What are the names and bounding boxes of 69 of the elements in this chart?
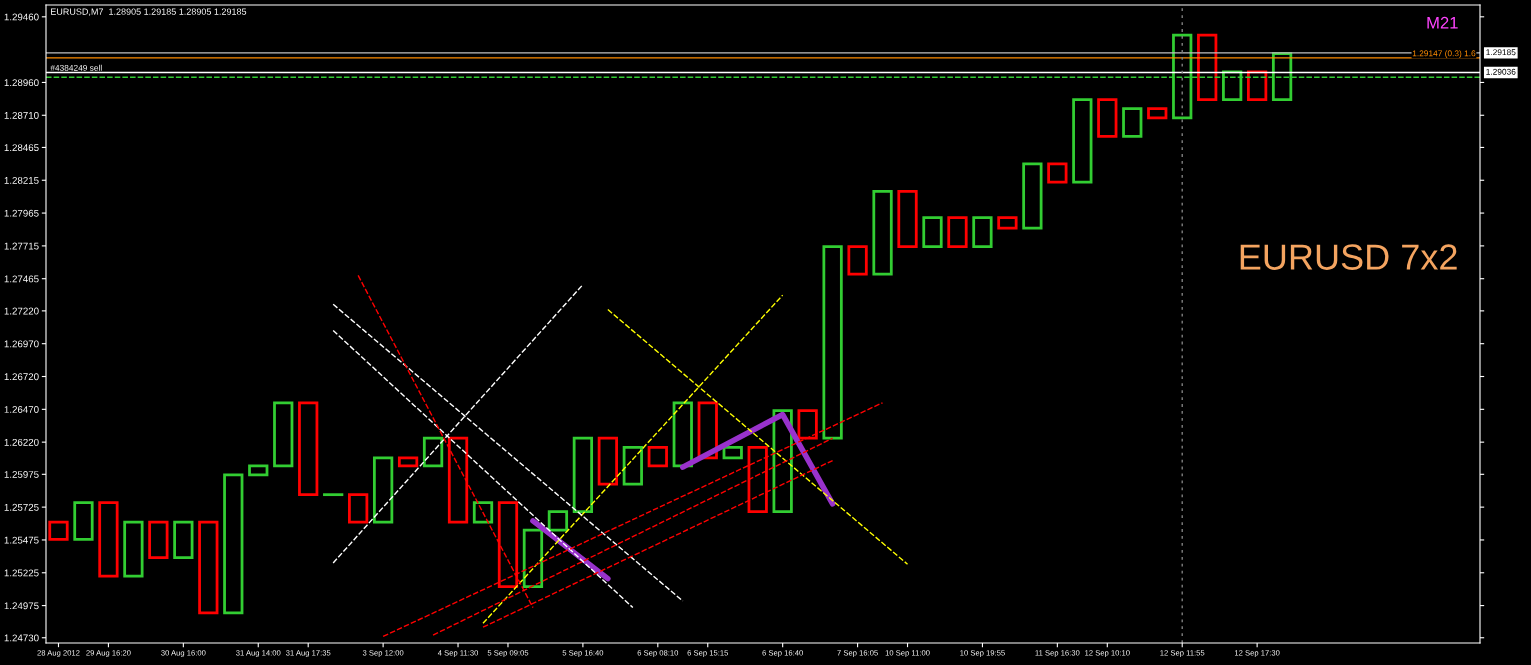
candlestick — [647, 446, 668, 468]
candlestick — [1247, 70, 1268, 101]
y-tick-label: 1.28960 — [4, 79, 39, 87]
candlestick — [1197, 33, 1218, 101]
candlestick — [847, 245, 868, 276]
candlestick — [98, 501, 119, 578]
candlestick — [1147, 107, 1168, 120]
candlestick — [397, 456, 419, 468]
candlestick — [722, 446, 743, 460]
candlestick — [422, 436, 444, 468]
candlestick — [972, 216, 993, 248]
ref-line-label: 1.29036 — [1486, 68, 1516, 75]
y-tick-label: 1.27220 — [4, 307, 39, 315]
y-tick-label: 1.25475 — [4, 536, 39, 544]
y-tick-label: 1.26470 — [4, 406, 39, 413]
ref-line-label: 1.29147 (0.3) 1.6 — [1412, 50, 1476, 58]
y-tick-label: 1.29460 — [4, 13, 39, 21]
candlestick — [797, 409, 818, 440]
y-tick-label: 1.24975 — [4, 602, 39, 610]
candlestick — [497, 501, 519, 588]
y-tick-label: 1.25725 — [4, 503, 39, 511]
candlestick — [872, 190, 893, 276]
annotation: #4384249 sell — [50, 64, 102, 71]
y-tick-label: 1.28465 — [4, 144, 39, 152]
candlestick — [1022, 162, 1043, 230]
y-tick-label: 1.28710 — [4, 112, 39, 119]
y-tick-label: 1.26720 — [4, 373, 39, 381]
candlestick — [223, 473, 244, 615]
candlestick — [173, 520, 194, 560]
candlestick — [997, 216, 1018, 230]
candlestick — [348, 493, 369, 524]
candlestick — [822, 245, 843, 440]
candlestick — [947, 216, 968, 248]
y-tick-label: 1.27465 — [4, 275, 39, 283]
y-tick-label: 1.27715 — [4, 242, 39, 250]
candlestick — [298, 401, 319, 497]
candlestick — [148, 520, 169, 560]
candlestick — [922, 216, 943, 248]
y-tick-label: 1.25975 — [4, 471, 39, 478]
candlestick — [1072, 98, 1093, 184]
y-tick-label: 1.27965 — [4, 209, 39, 217]
candlestick — [1122, 107, 1143, 138]
candlestick — [472, 501, 494, 524]
candlestick — [372, 456, 394, 524]
candlestick — [48, 520, 69, 541]
text: M21 — [1427, 16, 1458, 29]
candlestick — [622, 446, 643, 486]
candlestick — [323, 493, 344, 497]
candlestick — [123, 520, 144, 578]
y-tick-label: 1.28215 — [4, 176, 39, 184]
y-tick-label: 1.26970 — [4, 340, 39, 348]
candlestick — [522, 528, 544, 588]
candlestick — [547, 510, 569, 532]
candlestick — [447, 436, 469, 524]
chart-title: EURUSD,M7 1.28905 1.29185 1.28905 1.29185 — [51, 8, 247, 16]
candlestick — [273, 401, 294, 468]
candlestick — [198, 520, 219, 615]
annotation: EURUSD 7x2 — [1240, 244, 1457, 270]
ref-line-label: 1.29185 — [1486, 49, 1516, 56]
y-tick-label: 1.26220 — [4, 438, 39, 446]
candlestick — [1047, 162, 1068, 184]
candlestick — [248, 464, 269, 477]
candlestick — [597, 436, 618, 486]
candlestick — [572, 436, 594, 514]
candlestick — [897, 190, 918, 248]
y-tick-label: 1.24730 — [4, 634, 39, 642]
y-tick-label: 1.25225 — [4, 569, 39, 577]
candlestick — [1097, 98, 1118, 138]
candlestick — [73, 501, 94, 541]
